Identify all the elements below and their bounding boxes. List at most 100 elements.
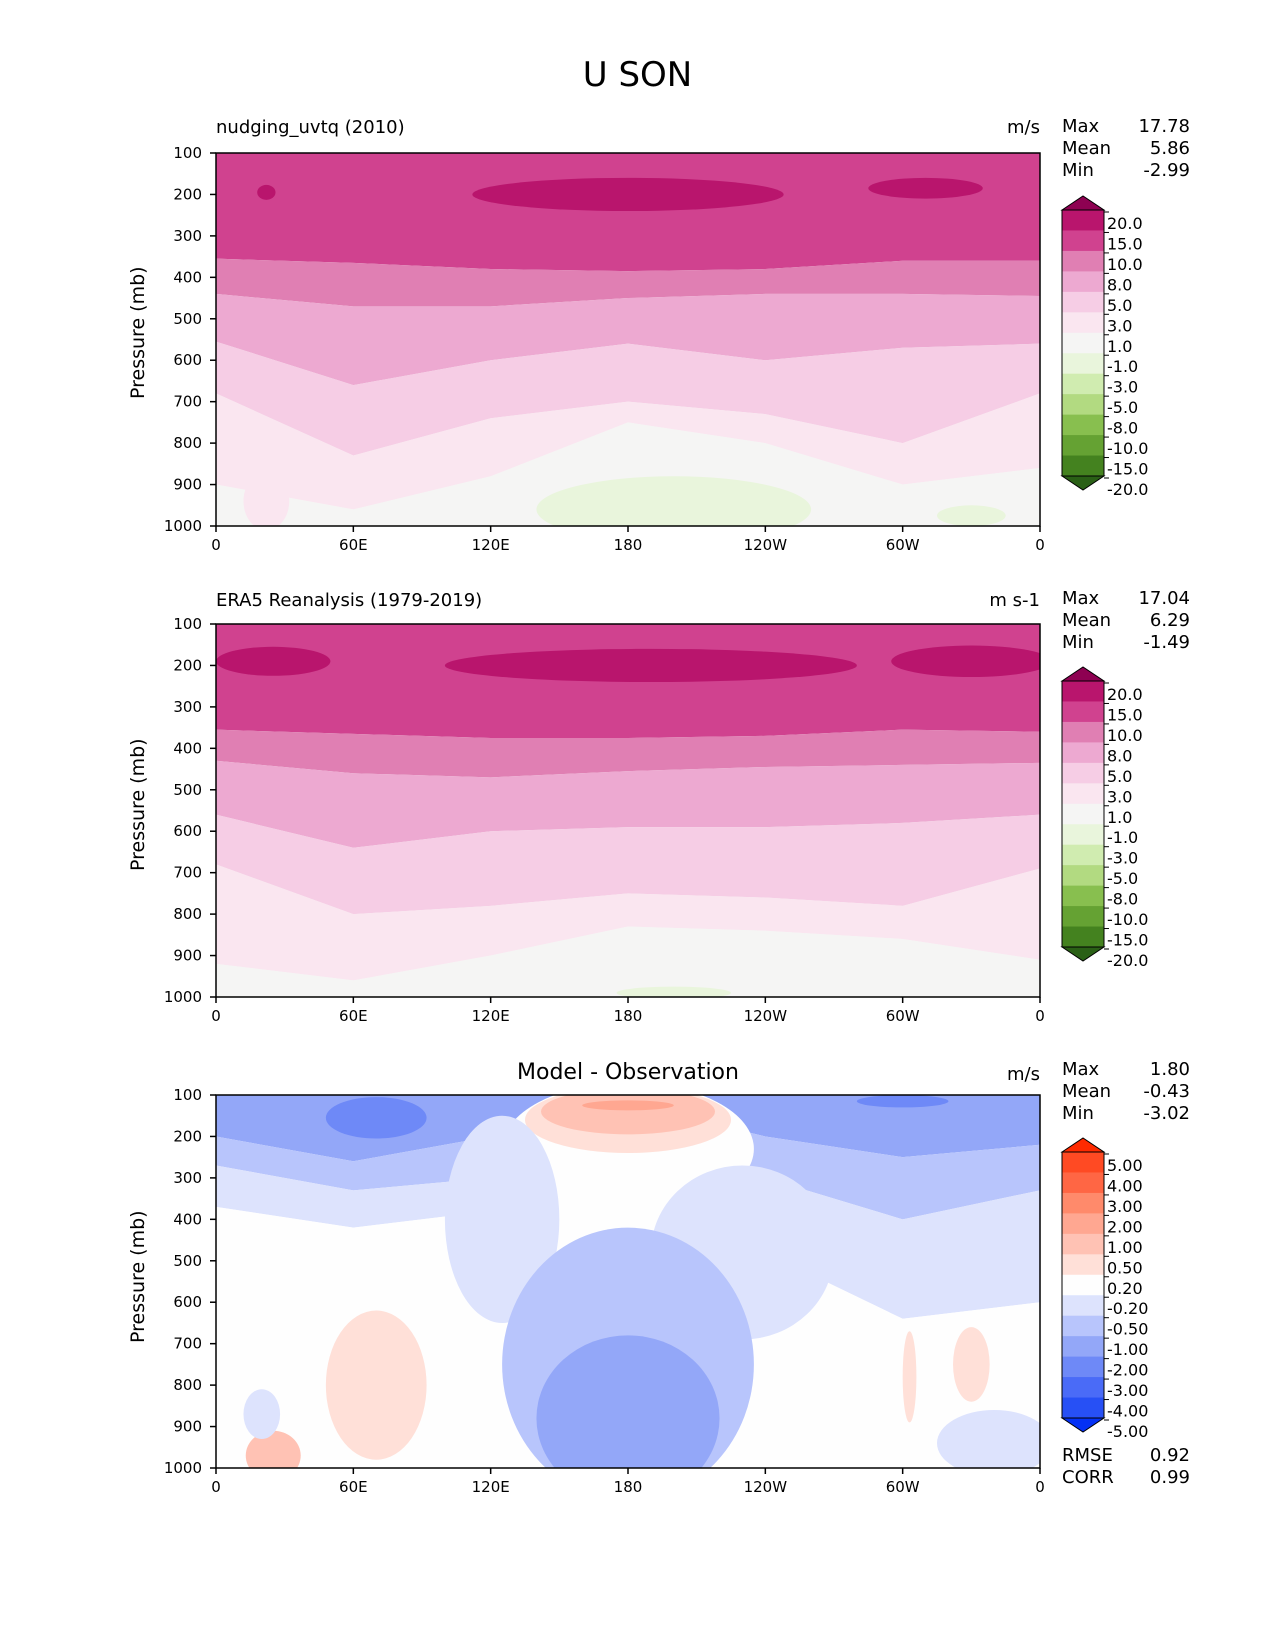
colorbar-label: 4.00	[1107, 1176, 1143, 1195]
colorbar-frame	[1061, 680, 1105, 948]
colorbar-label: -10.0	[1107, 910, 1148, 929]
plot-diff: 100 200 300 400 500 600 700 800 900 1000 0 60E 120E 1…	[164, 1086, 1149, 1496]
plot-model: 100 200 300 400 500 600 700 800 900 1000 0 60E 120E 1…	[164, 144, 1149, 554]
contour-band	[216, 393, 1040, 510]
colorbar-label: 10.0	[1107, 726, 1143, 745]
colorbar-segment	[1062, 885, 1104, 907]
stat-value: 5.86	[1149, 138, 1190, 159]
x-tick-label: 180	[614, 1478, 643, 1496]
colorbar-segment	[1062, 312, 1104, 334]
x-tick-label: 0	[1035, 1478, 1045, 1496]
contour-field	[216, 153, 1040, 526]
colorbar-label: 3.0	[1107, 316, 1132, 335]
colorbar: 5.004.00 3.002.00 1.000.50 0.20-0.20 -0.50-1…	[1060, 1137, 1148, 1441]
y-tick-label: 100	[173, 1086, 202, 1104]
colorbar-label: 15.0	[1107, 705, 1143, 724]
contour-band	[216, 341, 1040, 456]
x-tick-label: 180	[614, 1007, 643, 1025]
colorbar-segment	[1062, 1152, 1104, 1173]
colorbar-label: -1.0	[1107, 828, 1138, 847]
stat-label: Max	[1062, 588, 1100, 609]
contour-region	[444, 648, 857, 683]
stat-label: Min	[1062, 632, 1094, 653]
contour-field	[216, 1095, 1040, 1468]
contour-region	[868, 177, 983, 199]
x-tick-label: 120W	[744, 1007, 788, 1025]
stat-label: Min	[1062, 1103, 1094, 1124]
colorbar-segment	[1062, 926, 1104, 948]
colorbar-segment	[1062, 824, 1104, 846]
colorbar-segment	[1062, 230, 1104, 252]
colorbar-segment	[1062, 721, 1104, 743]
contour-band	[216, 1107, 1040, 1319]
plot-obs: 100 200 300 400 500 600 700 800 900 1000 0 60E 120E 1…	[164, 615, 1149, 1025]
colorbar-label: 1.0	[1107, 337, 1132, 356]
colorbar-label: -15.0	[1107, 460, 1148, 479]
colorbar-frame	[1061, 209, 1105, 477]
y-tick-label: 600	[173, 1293, 202, 1311]
contour-band	[216, 814, 1040, 915]
panel-units: m/s	[1007, 117, 1040, 138]
colorbar-segment	[1062, 1172, 1104, 1194]
y-tick-label: 700	[173, 864, 202, 882]
colorbar-segment	[1062, 1377, 1104, 1399]
colorbar-label: 3.00	[1107, 1197, 1143, 1216]
y-tick-label: 700	[173, 1335, 202, 1353]
contour-field	[216, 624, 1040, 997]
colorbar-label: 1.00	[1107, 1238, 1143, 1257]
stat-value: -1.49	[1143, 632, 1190, 653]
colorbar-segment	[1062, 271, 1104, 293]
colorbar-extend-max	[1060, 666, 1106, 682]
panel-units: m s-1	[989, 590, 1040, 611]
metric-value: 0.92	[1149, 1445, 1190, 1466]
contour-band	[216, 153, 1040, 272]
y-tick-label: 600	[173, 822, 202, 840]
contour-band	[216, 760, 1040, 848]
metric-value: 0.99	[1149, 1467, 1190, 1488]
x-tick-label: 60W	[886, 536, 920, 554]
contour-region	[243, 472, 290, 526]
y-tick-label: 800	[173, 434, 202, 452]
colorbar-segment	[1062, 803, 1104, 825]
colorbar-segment	[1062, 906, 1104, 928]
colorbar-label: 20.0	[1107, 214, 1143, 233]
contour-region	[953, 1327, 990, 1402]
contour-region	[902, 1331, 917, 1423]
contour-region	[257, 184, 276, 200]
colorbar-segment	[1062, 1295, 1104, 1317]
stat-label: Max	[1062, 1059, 1100, 1080]
colorbar-extend-min	[1060, 475, 1106, 491]
colorbar: 20.015.0 10.08.0 5.03.0 1.0-1.0 -3.0-5.0 -8.0…	[1060, 666, 1148, 970]
colorbar-segment	[1062, 250, 1104, 272]
y-tick-label: 900	[173, 476, 202, 494]
y-tick-label: 100	[173, 615, 202, 633]
colorbar-label: 15.0	[1107, 234, 1143, 253]
colorbar-segment	[1062, 1356, 1104, 1378]
y-tick-label: 400	[173, 1210, 202, 1228]
contour-band	[216, 422, 1040, 526]
y-tick-label: 800	[173, 1376, 202, 1394]
x-tick-label: 0	[1035, 1007, 1045, 1025]
x-tick-label: 120E	[472, 1007, 510, 1025]
y-tick-label: 1000	[164, 988, 202, 1006]
contour-region	[536, 476, 812, 526]
y-tick-label: 200	[173, 185, 202, 203]
x-tick-label: 60W	[886, 1478, 920, 1496]
x-tick-label: 60E	[339, 1478, 368, 1496]
x-tick-label: 120E	[472, 536, 510, 554]
stat-value: -3.02	[1143, 1103, 1190, 1124]
panel-title: nudging_uvtq (2010)	[216, 117, 405, 138]
y-tick-label: 500	[173, 1252, 202, 1270]
colorbar-segment	[1062, 742, 1104, 764]
y-tick-label: 200	[173, 656, 202, 674]
y-tick-label: 1000	[164, 517, 202, 535]
stats-box: Max 17.04 Mean 6.29 Min -1.49	[1062, 588, 1190, 654]
colorbar-extend-min	[1060, 1417, 1106, 1433]
colorbar-label: 10.0	[1107, 255, 1143, 274]
metric-label: CORR	[1062, 1467, 1114, 1488]
metric-label: RMSE	[1062, 1445, 1113, 1466]
contour-region	[245, 1430, 301, 1468]
colorbar-segment	[1062, 701, 1104, 723]
y-tick-label: 1000	[164, 1459, 202, 1477]
